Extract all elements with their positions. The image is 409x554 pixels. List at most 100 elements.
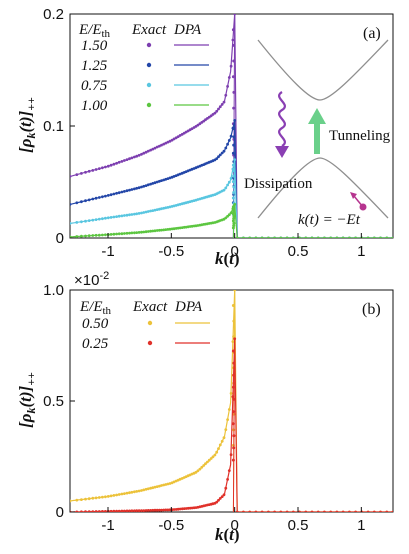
exact-point-0.25 xyxy=(135,509,139,512)
exact-point-0.25 xyxy=(372,510,376,512)
exact-point-0.75 xyxy=(232,185,236,189)
exact-point-1.00 xyxy=(335,236,339,238)
exact-point-0.75 xyxy=(168,205,172,209)
exact-point-1.00 xyxy=(304,236,308,238)
exact-point-0.75 xyxy=(140,211,143,215)
exact-point-1.00 xyxy=(160,228,163,232)
exact-point-1.00 xyxy=(135,231,139,235)
exact-point-1.00 xyxy=(155,229,159,232)
exact-point-1.00 xyxy=(101,233,104,237)
exact-point-1.25 xyxy=(123,190,126,193)
exact-point-1.00 xyxy=(112,232,116,236)
exact-point-1.50 xyxy=(231,75,235,79)
exact-point-0.75 xyxy=(91,218,95,222)
exact-point-0.25 xyxy=(160,508,163,512)
exact-point-1.50 xyxy=(227,76,231,79)
exact-point-1.00 xyxy=(242,236,245,238)
exact-point-0.75 xyxy=(164,206,168,210)
exact-point-0.50 xyxy=(172,480,176,484)
exact-point-1.50 xyxy=(178,134,182,137)
exact-point-0.25 xyxy=(233,337,237,341)
exact-point-1.50 xyxy=(112,162,116,166)
exact-point-1.00 xyxy=(229,211,233,215)
exact-point-1.50 xyxy=(133,155,136,159)
exact-point-0.75 xyxy=(117,214,121,218)
exact-point-1.50 xyxy=(168,139,172,143)
x-tick-label: 0 xyxy=(230,243,238,260)
exact-point-1.50 xyxy=(217,107,220,111)
exact-point-0.50 xyxy=(94,496,98,500)
exact-point-1.00 xyxy=(123,232,126,235)
exact-point-0.50 xyxy=(211,455,215,459)
exact-point-0.25 xyxy=(168,508,172,512)
exact-point-0.50 xyxy=(146,487,150,491)
exact-point-1.00 xyxy=(144,230,148,234)
exact-point-0.25 xyxy=(267,510,270,512)
exact-point-1.25 xyxy=(117,191,121,195)
exact-point-0.25 xyxy=(232,446,236,450)
exact-point-0.75 xyxy=(158,207,161,211)
y-tick-label: 0.2 xyxy=(43,6,64,23)
exact-point-0.25 xyxy=(162,508,166,512)
exact-point-0.50 xyxy=(202,464,206,467)
exact-point-1.50 xyxy=(215,109,219,113)
exact-point-1.00 xyxy=(137,231,141,234)
exact-point-1.25 xyxy=(140,185,143,189)
exact-point-1.00 xyxy=(120,232,124,236)
exact-point-1.50 xyxy=(196,123,200,127)
legend-ratio-0.25: 0.25 xyxy=(82,336,109,352)
exact-point-1.25 xyxy=(218,153,222,157)
exact-point-1.00 xyxy=(168,227,172,231)
exact-point-0.25 xyxy=(172,508,176,511)
exact-point-0.75 xyxy=(160,207,163,211)
exact-point-1.00 xyxy=(385,236,389,238)
exact-point-1.50 xyxy=(91,169,95,172)
exact-point-1.00 xyxy=(80,234,83,238)
exact-point-1.00 xyxy=(379,236,382,238)
exact-point-0.50 xyxy=(123,492,126,495)
exact-point-0.50 xyxy=(128,491,131,495)
exact-point-0.50 xyxy=(207,458,211,462)
exact-point-0.75 xyxy=(224,186,228,190)
exact-point-0.75 xyxy=(109,216,113,219)
exact-point-0.50 xyxy=(198,467,202,471)
exact-point-0.50 xyxy=(232,319,236,323)
x-tick-label: 1 xyxy=(357,517,365,534)
exact-point-0.25 xyxy=(329,510,333,512)
exact-point-1.50 xyxy=(146,149,150,153)
exact-point-0.50 xyxy=(194,470,198,474)
exact-point-0.25 xyxy=(260,510,264,512)
exact-point-1.50 xyxy=(232,59,236,63)
exact-point-0.75 xyxy=(162,206,166,210)
exact-point-1.50 xyxy=(120,160,124,163)
x-tick-label: -0.5 xyxy=(158,517,184,534)
exact-point-0.50 xyxy=(117,493,121,496)
exact-point-1.25 xyxy=(70,203,72,206)
exact-point-1.50 xyxy=(104,165,107,169)
x-tick-label: 1 xyxy=(357,243,365,260)
exact-point-0.25 xyxy=(151,508,155,512)
exact-point-1.00 xyxy=(117,232,121,236)
exact-point-1.00 xyxy=(233,203,237,206)
exact-point-0.75 xyxy=(87,219,91,223)
exact-point-0.25 xyxy=(242,510,245,512)
exact-point-1.50 xyxy=(75,173,79,177)
exact-point-1.25 xyxy=(231,151,235,155)
exact-point-1.50 xyxy=(151,147,155,151)
exact-point-0.25 xyxy=(385,510,389,512)
exact-point-0.50 xyxy=(158,484,161,488)
exact-point-1.50 xyxy=(213,111,217,115)
exact-point-0.25 xyxy=(97,510,101,512)
exact-point-1.50 xyxy=(80,172,83,175)
exact-point-0.75 xyxy=(151,209,155,213)
exact-point-1.00 xyxy=(97,233,101,237)
exact-point-0.75 xyxy=(149,209,153,213)
exact-point-0.75 xyxy=(146,210,150,213)
exact-point-0.25 xyxy=(109,509,113,512)
exact-point-0.75 xyxy=(231,180,235,184)
exact-point-0.25 xyxy=(231,395,235,399)
legend-header-ratio-b: E/Eth xyxy=(79,299,112,317)
exact-point-0.50 xyxy=(115,493,118,497)
exact-point-1.00 xyxy=(291,236,295,238)
exact-point-0.25 xyxy=(310,510,314,512)
